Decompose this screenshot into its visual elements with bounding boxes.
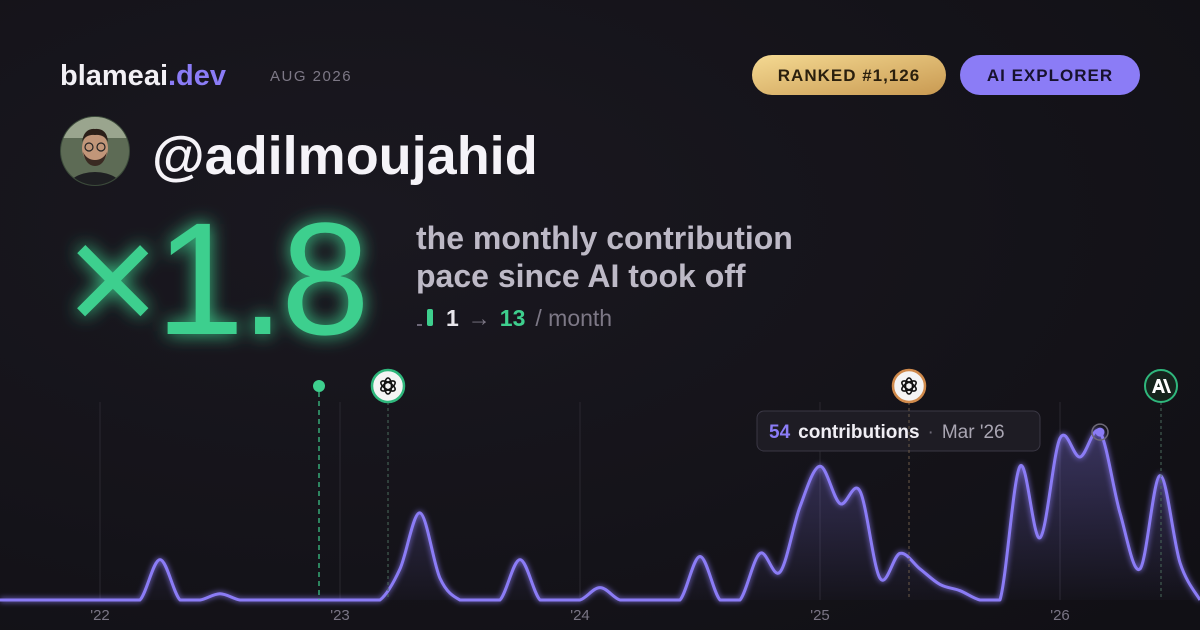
line [0, 428, 1200, 602]
rank-text: RANKED #1,126 [778, 66, 920, 85]
description-line: pace since AI took off [416, 258, 746, 294]
tooltip: 54 contributions · Mar '26 [769, 422, 1005, 443]
x-tick-label: '26 [1050, 607, 1070, 624]
highlight-ring [1091, 423, 1109, 441]
pace-before: 1 [446, 305, 459, 331]
rank-badge [752, 55, 946, 95]
tooltip-box [756, 410, 1041, 452]
brand: blameai.dev [60, 60, 226, 92]
area [0, 430, 1200, 600]
x-tick-label: '24 [570, 607, 590, 624]
brand-suffix: .dev [168, 60, 226, 92]
pace-after: 13 [500, 305, 526, 331]
pace-unit: / month [535, 305, 612, 331]
description-line: the monthly contribution [416, 220, 793, 256]
x-tick-label: '25 [810, 607, 830, 624]
tooltip-value: 54 [769, 422, 791, 443]
pace: 1 → 13 / month [446, 305, 612, 331]
tooltip-label: Mar '26 [942, 422, 1005, 443]
tooltip-unit: contributions [798, 422, 919, 443]
pace-icon-before [417, 324, 422, 326]
event-markers [313, 368, 1178, 600]
date: AUG 2026 [270, 68, 352, 85]
avatar [60, 116, 130, 186]
x-tick-label: '22 [90, 607, 110, 624]
x-tick-label: '23 [330, 607, 350, 624]
pace-arrow: → [468, 305, 491, 331]
tooltip-separator: · [928, 422, 934, 443]
pace-icon-after [427, 309, 433, 326]
tier-badge [960, 55, 1140, 95]
chart: '22 '23 '24 '25 '26 54 contributions · Mar '26 [0, 402, 1200, 624]
brand-name: blameai [60, 60, 168, 92]
highlight-point [1095, 427, 1105, 437]
multiplier: ×1.8 [66, 189, 366, 368]
handle: @adilmoujahid [152, 126, 538, 186]
tier-text: AI EXPLORER [987, 66, 1113, 85]
